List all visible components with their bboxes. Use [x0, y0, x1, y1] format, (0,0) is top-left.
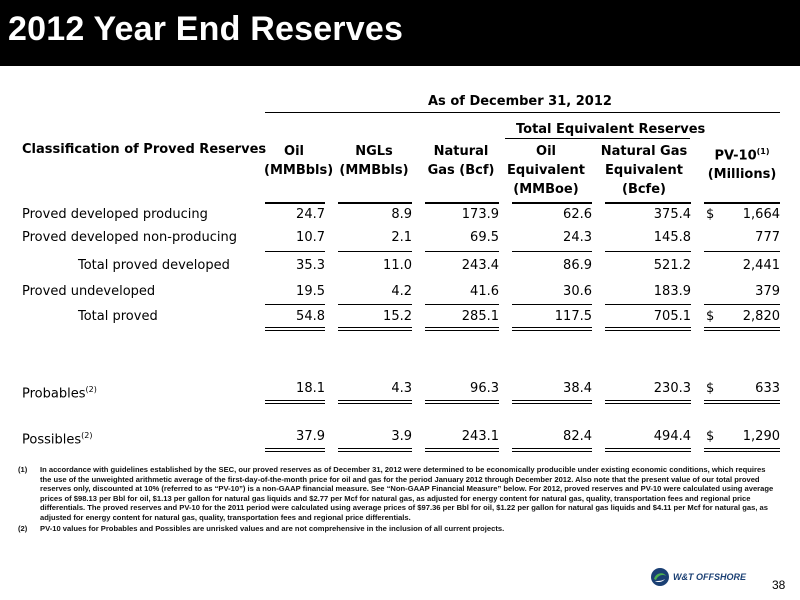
cell-ngls: 4.2	[391, 284, 412, 299]
row-label: Probables(2)	[22, 385, 97, 402]
cell-oil: 10.7	[296, 230, 325, 245]
col-header-pv10: PV-10(1) (Millions)	[707, 147, 777, 183]
total-rule-pv10	[704, 304, 780, 305]
row-label: Proved developed non-producing	[22, 230, 237, 245]
cell-gas-equivalent: 183.9	[653, 284, 691, 299]
cell-gas-equivalent: 521.2	[653, 258, 691, 273]
cell-oil-equivalent: 62.6	[563, 207, 592, 222]
cell-oil-equivalent: 86.9	[563, 258, 592, 273]
total-equivalent-underline	[505, 138, 690, 139]
cell-dollar-sign: $	[706, 309, 715, 324]
total-equivalent-header: Total Equivalent Reserves	[516, 122, 706, 137]
subtotal-rule-oil	[265, 251, 325, 252]
cell-gas: 173.9	[461, 207, 499, 222]
cell-oil-equivalent: 38.4	[563, 381, 592, 396]
total-rule-ngls	[338, 304, 412, 305]
cell-gas-equivalent: 145.8	[653, 230, 691, 245]
cell-ngls: 8.9	[391, 207, 412, 222]
row-header: Classification of Proved Reserves	[22, 142, 267, 157]
cell-ngls: 2.1	[391, 230, 412, 245]
header-rule-ngls	[338, 202, 412, 204]
cell-gas: 243.4	[461, 258, 499, 273]
cell-pv10: 1,290	[742, 429, 780, 444]
cell-oil-equivalent: 30.6	[563, 284, 592, 299]
cell-oil-equivalent: 82.4	[563, 429, 592, 444]
cell-gas: 285.1	[461, 309, 499, 324]
cell-oil-equivalent: 117.5	[554, 309, 592, 324]
cell-oil: 19.5	[296, 284, 325, 299]
header-rule-oil	[265, 202, 325, 204]
cell-pv10: 2,441	[742, 258, 780, 273]
cell-gas: 41.6	[470, 284, 499, 299]
header-rule-oil-equivalent	[512, 202, 592, 204]
header-rule-pv10	[704, 202, 780, 204]
cell-dollar-sign: $	[706, 207, 715, 222]
total-rule-gas	[425, 304, 499, 305]
page-title: 2012 Year End Reserves	[8, 10, 404, 48]
probables-footnote-ref: (2)	[85, 385, 97, 394]
logo-wordmark: W&T OFFSHORE	[673, 572, 746, 582]
as-of-underline	[265, 112, 780, 113]
col-header-oil: Oil (MMBbls)	[264, 144, 334, 178]
col-header-gas-equivalent: Natural Gas Equivalent (Bcfe)	[600, 144, 688, 197]
total-rule-oil	[265, 304, 325, 305]
cell-ngls: 11.0	[383, 258, 412, 273]
cell-ngls: 4.3	[391, 381, 412, 396]
total-rule-gas-equivalent	[605, 304, 691, 305]
cell-oil-equivalent: 24.3	[563, 230, 592, 245]
footnote-1: (1) In accordance with guidelines establ…	[18, 465, 774, 522]
cell-oil: 18.1	[296, 381, 325, 396]
cell-pv10: 2,820	[742, 309, 780, 324]
cell-gas-equivalent: 705.1	[653, 309, 691, 324]
cell-dollar-sign: $	[706, 429, 715, 444]
cell-gas-equivalent: 494.4	[653, 429, 691, 444]
footnotes: (1) In accordance with guidelines establ…	[18, 465, 778, 533]
subtotal-rule-pv10	[704, 251, 780, 252]
cell-ngls: 15.2	[383, 309, 412, 324]
cell-ngls: 3.9	[391, 429, 412, 444]
logo-swirl-icon	[651, 568, 669, 586]
total-rule-oil-equivalent	[512, 304, 592, 305]
title-bar: 2012 Year End Reserves	[0, 0, 800, 66]
cell-gas: 243.1	[461, 429, 499, 444]
as-of-header: As of December 31, 2012	[428, 94, 612, 109]
subtotal-rule-gas-equivalent	[605, 251, 691, 252]
row-label: Proved developed producing	[22, 207, 208, 222]
cell-pv10: 633	[755, 381, 780, 396]
page-number: 38	[772, 578, 786, 592]
col-header-gas: Natural Gas (Bcf)	[427, 144, 495, 178]
cell-gas: 69.5	[470, 230, 499, 245]
cell-oil: 35.3	[296, 258, 325, 273]
row-label: Total proved	[78, 309, 158, 324]
cell-oil: 54.8	[296, 309, 325, 324]
cell-oil: 24.7	[296, 207, 325, 222]
cell-oil: 37.9	[296, 429, 325, 444]
company-logo: W&T OFFSHORE	[650, 567, 746, 587]
cell-pv10: 379	[755, 284, 780, 299]
col-header-oil-equivalent: Oil Equivalent (MMBoe)	[507, 144, 585, 197]
cell-dollar-sign: $	[706, 381, 715, 396]
cell-pv10: 777	[755, 230, 780, 245]
row-label: Possibles(2)	[22, 431, 93, 448]
cell-gas-equivalent: 375.4	[653, 207, 691, 222]
possibles-footnote-ref: (2)	[81, 431, 93, 440]
pv10-footnote-ref: (1)	[756, 147, 770, 156]
header-rule-gas-equivalent	[605, 202, 691, 204]
cell-gas: 96.3	[470, 381, 499, 396]
row-label: Total proved developed	[78, 258, 230, 273]
header-rule-gas	[425, 202, 499, 204]
subtotal-rule-gas	[425, 251, 499, 252]
row-label: Proved undeveloped	[22, 284, 156, 299]
footnote-2: (2) PV-10 values for Probables and Possi…	[18, 523, 505, 533]
col-header-ngls: NGLs (MMBbls)	[339, 144, 409, 178]
subtotal-rule-ngls	[338, 251, 412, 252]
subtotal-rule-oil-equivalent	[512, 251, 592, 252]
cell-pv10: 1,664	[742, 207, 780, 222]
cell-gas-equivalent: 230.3	[653, 381, 691, 396]
